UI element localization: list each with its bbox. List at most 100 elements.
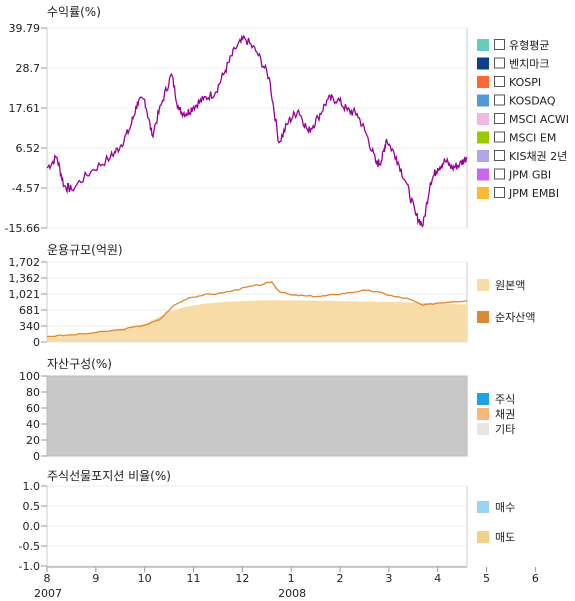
y-tick-label: 40 [26, 418, 40, 431]
aum-y-ticks: 1,702 1,362 1,021 681 340 0 [9, 256, 47, 349]
y-tick-label: 6.52 [16, 142, 41, 155]
y-tick-label: 0 [33, 336, 40, 349]
x-tick-label: 11 [187, 572, 201, 585]
legend-label: KIS채권 2년 [509, 150, 567, 163]
x-tick-label: 4 [434, 572, 441, 585]
x-tick-label: 1 [288, 572, 295, 585]
y-tick-label: 60 [26, 402, 40, 415]
net-asset-line [47, 280, 468, 338]
legend-label: 기타 [495, 423, 515, 436]
legend-swatch [477, 168, 489, 181]
legend-swatch [477, 408, 489, 420]
legend-label: 주식 [495, 393, 515, 406]
legend-checkbox [494, 76, 505, 87]
x-tick-label: 3 [385, 572, 392, 585]
returns-series-line [46, 34, 468, 228]
x-tick-label: 10 [138, 572, 152, 585]
legend-checkbox [494, 39, 505, 50]
y-tick-label: 1.0 [23, 480, 41, 493]
legend-swatch [477, 187, 489, 199]
legend-label: KOSPI [509, 76, 541, 89]
legend-label: JPM GBI [508, 169, 551, 182]
legend-label: KOSDAQ [509, 95, 556, 108]
y-tick-label: -0.5 [19, 540, 40, 553]
legend-swatch [477, 39, 489, 51]
y-tick-label: 340 [19, 320, 40, 333]
y-tick-label: 681 [19, 304, 40, 317]
legend-label: 원본액 [495, 279, 525, 292]
x-year-label: 2008 [278, 587, 306, 600]
returns-y-ticks: 39.79 28.7 17.61 6.52 -4.57 -15.66 [5, 22, 47, 235]
y-tick-label: 0.0 [23, 520, 41, 533]
y-tick-label: 80 [26, 386, 40, 399]
legend-swatch [477, 94, 489, 107]
legend-swatch [477, 131, 489, 144]
legend-label: 유형평균 [509, 39, 549, 52]
y-tick-label: -1.0 [19, 560, 40, 573]
y-tick-label: 28.7 [16, 62, 41, 75]
legend-label: 순자산액 [495, 311, 535, 324]
futures-gridlines [47, 485, 467, 567]
legend-checkbox [494, 113, 505, 124]
allocation-y-ticks: 100 80 60 40 20 0 [19, 370, 47, 463]
legend-label: MSCI ACWI [509, 113, 569, 126]
legend-label: 매도 [495, 531, 515, 544]
legend-checkbox [494, 57, 505, 69]
legend-swatch [477, 531, 489, 543]
x-tick-label: 12 [235, 572, 249, 585]
legend-checkbox [494, 131, 505, 143]
legend-swatch [477, 501, 489, 513]
y-tick-label: 17.61 [9, 102, 41, 115]
y-tick-label: 100 [19, 370, 40, 383]
y-tick-label: 1,702 [9, 256, 41, 269]
legend-label: 채권 [495, 408, 515, 421]
futures-y-ticks: 1.0 0.5 0.0 -0.5 -1.0 [19, 480, 47, 573]
y-tick-label: -4.57 [12, 182, 40, 195]
legend-swatch [477, 57, 489, 70]
legend-swatch [477, 279, 489, 291]
y-tick-label: 0.5 [23, 500, 41, 513]
y-tick-label: 39.79 [9, 22, 41, 35]
aum-title: 운용규모(억원) [47, 243, 123, 257]
legend-swatch [477, 150, 489, 162]
legend-checkbox [494, 150, 505, 161]
principal-area [47, 300, 467, 342]
y-tick-label: 1,021 [9, 288, 41, 301]
legend-label: 매수 [495, 501, 515, 514]
x-tick-label: 2 [337, 572, 344, 585]
allocation-plot-frame [46, 375, 468, 457]
returns-plot-frame [46, 27, 468, 229]
legend-checkbox [494, 187, 505, 198]
legend-checkbox [494, 94, 505, 106]
legend-checkbox [494, 168, 505, 180]
legend-swatch [477, 393, 489, 405]
x-tick-label: 8 [44, 572, 51, 585]
allocation-title: 자산구성(%) [47, 357, 112, 371]
x-tick-label: 6 [532, 572, 539, 585]
legend-label: 벤치마크 [509, 58, 549, 71]
legend-label: MSCI EM [509, 132, 556, 145]
x-tick-label: 5 [483, 572, 490, 585]
legend-label: JPM EMBI [508, 187, 559, 200]
returns-title: 수익률(%) [47, 5, 101, 19]
time-axis: 891011121234567820072008 [34, 566, 539, 600]
y-tick-label: 20 [26, 434, 40, 447]
x-year-label: 2007 [34, 587, 62, 600]
legend-swatch [477, 311, 489, 323]
y-tick-label: -15.66 [5, 222, 40, 235]
x-tick-label: 9 [92, 572, 99, 585]
legend-swatch [477, 423, 489, 435]
returns-panel: 수익률(%) 39.79 28.7 17.61 6.52 -4.57 -15.66 유형평… [5, 5, 570, 235]
futures-title: 주식선물포지션 비율(%) [47, 469, 171, 483]
legend-swatch [477, 113, 489, 125]
y-tick-label: 1,362 [9, 272, 41, 285]
y-tick-label: 0 [33, 450, 40, 463]
